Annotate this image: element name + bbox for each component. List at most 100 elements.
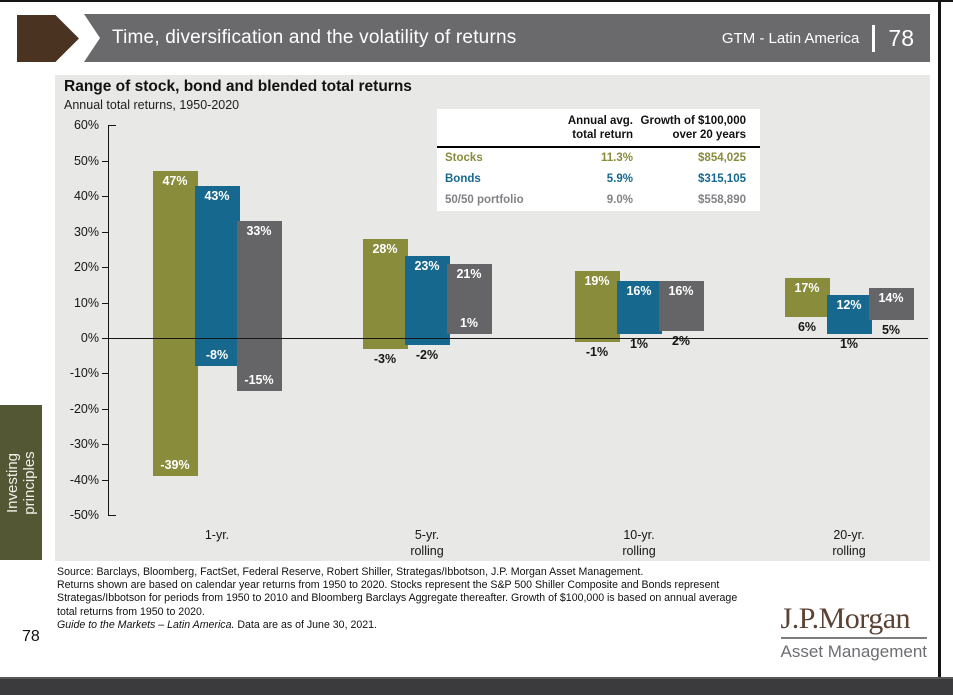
bar-max-label: 21% <box>456 266 482 281</box>
range-bar-bonds <box>616 281 662 335</box>
row-label: Stocks <box>445 152 483 165</box>
y-axis-tick-label: -20% <box>69 401 99 416</box>
growth-value: $854,025 <box>698 152 746 165</box>
annual-return-value: 5.9% <box>606 173 633 186</box>
y-axis-tick-label: 50% <box>73 153 99 168</box>
range-bar-50-50-portfolio <box>658 281 704 331</box>
x-axis-category-label: 10-yr. rolling <box>622 528 656 558</box>
source-footnote: Source: Barclays, Bloomberg, FactSet, Fe… <box>57 566 797 632</box>
footnote-line: Returns shown are based on calendar year… <box>57 579 720 592</box>
row-label: 50/50 portfolio <box>445 194 524 207</box>
slide-header: Time, diversification and the volatility… <box>84 14 930 62</box>
jpmorgan-logo: J.P.Morgan Asset Management <box>780 603 927 662</box>
header-page-number: 78 <box>888 24 914 51</box>
range-bar-stocks <box>362 238 408 349</box>
returns-summary-table: Annual avg. total return Growth of $100,… <box>437 109 760 211</box>
bar-min-label: -1% <box>585 344 609 359</box>
x-axis-category-label: 5-yr. rolling <box>410 528 444 558</box>
table-header-annual-line2: total return <box>572 129 633 142</box>
y-axis-tick-mark <box>102 338 108 339</box>
y-axis-top-cap <box>108 125 116 127</box>
range-bar-chart: 60% 50% 40% 30% 20% 10% 0% -10% -20% -30% -40% -50%… <box>55 75 930 561</box>
bar-min-label: 1% <box>629 337 649 352</box>
asset-management-label: Asset Management <box>780 641 927 661</box>
y-axis-line <box>108 125 109 516</box>
y-axis-bottom-cap <box>108 515 116 517</box>
table-corner-cell <box>437 109 557 148</box>
table-header-row: Annual avg. total return Growth of $100,… <box>437 109 760 148</box>
table-row-50-50-portfolio: 50/50 portfolio 9.0% $558,890 <box>437 190 760 211</box>
footnote-line: total returns from 1950 to 2020. <box>57 605 205 618</box>
bar-min-label: 1% <box>839 337 859 352</box>
y-axis-tick-mark <box>102 444 108 446</box>
footnote-line: Source: Barclays, Bloomberg, FactSet, Fe… <box>57 566 644 578</box>
chevron-accent-icon <box>17 15 79 62</box>
header-right-group: GTM - Latin America 78 <box>721 24 930 52</box>
bar-min-label: -2% <box>415 348 439 363</box>
bar-max-label: 47% <box>162 174 188 189</box>
sidebar-tab-label: Investing principles <box>0 405 42 560</box>
annual-return-value: 11.3% <box>601 152 633 165</box>
bar-max-label: 16% <box>626 284 652 299</box>
jpmorgan-wordmark: J.P.Morgan <box>780 603 927 639</box>
table-header-annual-line1: Annual avg. <box>567 115 633 127</box>
y-axis-tick-label: 10% <box>73 295 99 310</box>
data-as-of: Data are as of June 30, 2021. <box>234 618 377 631</box>
range-bar-50-50-portfolio <box>868 288 914 321</box>
sidebar-tab-investing-principles[interactable]: Investing principles <box>0 405 42 560</box>
table-header-annual: Annual avg. total return <box>557 109 633 148</box>
y-axis-tick-mark <box>102 231 108 233</box>
bar-min-label: -3% <box>373 351 397 366</box>
y-axis-tick-mark <box>102 267 108 269</box>
y-axis-tick-label: -40% <box>69 472 99 487</box>
y-axis-tick-mark <box>102 160 108 162</box>
bar-max-label: 16% <box>668 284 694 299</box>
guide-title: Guide to the Markets – Latin America. <box>57 618 235 631</box>
table-row-bonds: Bonds 5.9% $315,105 <box>437 169 760 190</box>
bar-max-label: 14% <box>878 291 904 306</box>
bar-min-label: -39% <box>160 458 190 473</box>
y-axis-tick-mark <box>102 479 108 481</box>
annual-return-value: 9.0% <box>606 194 633 207</box>
range-bar-50-50-portfolio <box>236 221 282 392</box>
y-axis-tick-label: -30% <box>69 437 99 452</box>
y-axis-tick-label: -50% <box>69 508 99 523</box>
bar-min-label: -15% <box>244 373 274 388</box>
header-separator <box>872 24 876 52</box>
zero-baseline <box>108 338 928 339</box>
row-label: Bonds <box>445 173 481 186</box>
bar-min-label: 6% <box>797 319 817 334</box>
footnote-line: Strategas/Ibbotson for periods from 1950… <box>57 592 738 605</box>
sidebar-tab-label-line1: Investing <box>3 452 21 513</box>
page-top-border <box>0 0 953 2</box>
sidebar-tab-label-line2: principles <box>21 450 38 515</box>
bottom-page-number: 78 <box>22 628 40 645</box>
bar-max-label: 28% <box>372 241 398 256</box>
bar-max-label: 43% <box>204 188 230 203</box>
window-bottom-bar <box>0 677 953 695</box>
bar-max-label: 33% <box>246 224 272 238</box>
y-axis-tick-label: 60% <box>73 118 99 133</box>
range-bar-50-50-portfolio <box>446 263 492 335</box>
chart-title: Range of stock, bond and blended total r… <box>64 78 412 95</box>
bar-max-label: 23% <box>414 259 440 274</box>
table-header-growth-line1: Growth of $100,000 <box>640 115 746 127</box>
bar-min-label: 1% <box>459 316 479 331</box>
range-bar-stocks <box>574 270 620 342</box>
y-axis-tick-label: 20% <box>73 260 99 275</box>
table-header-growth-line2: over 20 years <box>672 129 746 142</box>
y-axis-tick-label: -10% <box>69 366 99 381</box>
range-bar-bonds <box>404 256 450 346</box>
range-bar-bonds <box>194 185 240 367</box>
bar-max-label: 19% <box>584 273 610 288</box>
range-bar-stocks <box>152 171 198 477</box>
range-bar-stocks <box>784 277 830 317</box>
chart-panel: Range of stock, bond and blended total r… <box>55 75 930 561</box>
y-axis-tick-mark <box>102 302 108 304</box>
gtm-program-label: GTM - Latin America <box>721 29 860 47</box>
y-axis-tick-mark <box>102 408 108 410</box>
table-header-growth: Growth of $100,000 over 20 years <box>633 109 760 148</box>
bar-min-label: 5% <box>881 323 901 338</box>
y-axis-tick-label: 0% <box>80 331 99 345</box>
